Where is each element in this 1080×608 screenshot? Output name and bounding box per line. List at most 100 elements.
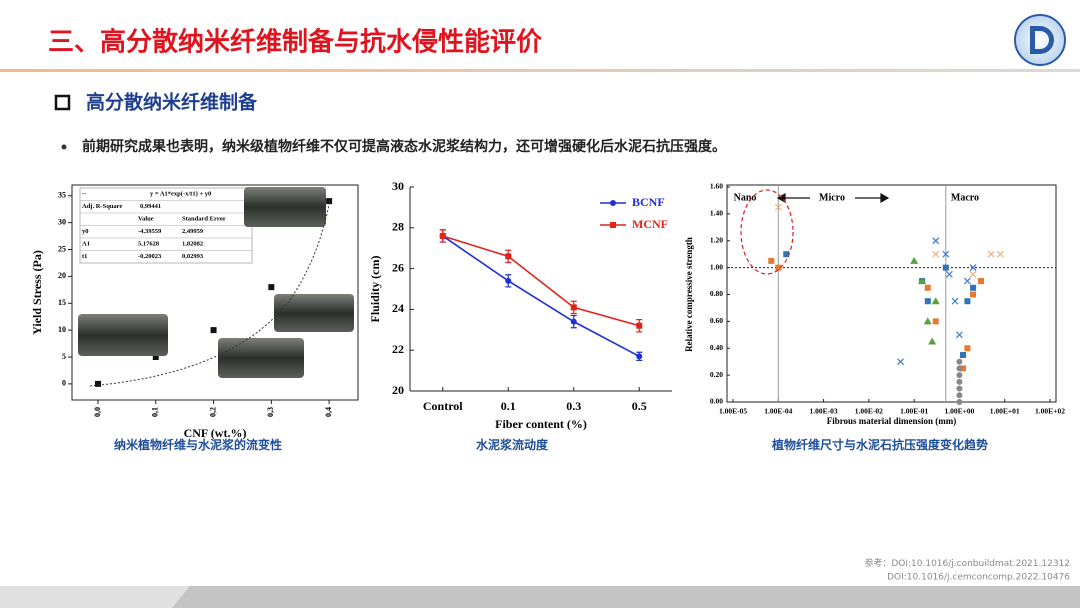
table-cell: y0 (82, 228, 89, 235)
y-tick-label: 30 (58, 217, 66, 226)
y-tick-label: 1.20 (710, 235, 723, 244)
x-tick-label: 0,2 (208, 407, 217, 417)
point (951, 297, 959, 305)
x-tick-label: 0,3 (266, 407, 275, 417)
chart-caption: 纳米植物纤维与水泥浆的流变性 (114, 437, 282, 452)
point (942, 264, 949, 271)
point (960, 365, 967, 372)
point (955, 331, 963, 339)
point (969, 270, 977, 278)
y-tick-label: 0.00 (710, 397, 723, 406)
y-tick-label: 1.00 (710, 262, 723, 271)
x-tick-label: 0,0 (93, 407, 102, 417)
point (956, 385, 963, 392)
chart-caption: 水泥浆流动度 (476, 437, 549, 452)
reference-label: 参考： (864, 557, 891, 569)
y-tick-label: 0.20 (710, 370, 723, 379)
y-axis-label: Fluidity (cm) (368, 256, 382, 323)
table-cell: 1,82082 (182, 241, 203, 248)
point (932, 318, 939, 325)
table-cell: Adj. R-Square (82, 203, 122, 210)
point (928, 337, 937, 345)
point (963, 277, 971, 285)
table-cell: 0,02993 (182, 253, 204, 260)
y-tick-label: 0.60 (710, 316, 723, 325)
table-cell: Value (138, 216, 154, 223)
point (570, 318, 577, 325)
y-tick-label: 20 (392, 383, 404, 397)
x-tick-label: Control (423, 399, 463, 413)
y-tick-label: 0.40 (710, 343, 723, 352)
table-cell: Standard Error (182, 216, 226, 223)
y-tick-label: 24 (392, 301, 404, 315)
x-axis-label: CNF (wt.%) (184, 426, 247, 440)
y-tick-label: 5 (62, 352, 66, 361)
fit-curve (89, 199, 331, 387)
y-tick-label: 20 (58, 271, 66, 280)
x-tick-label: 1.00E+02 (1035, 407, 1065, 416)
point (570, 304, 577, 311)
point (910, 256, 919, 264)
point (505, 277, 512, 284)
point (918, 277, 927, 285)
point (768, 257, 775, 264)
y-axis-label: Yield Stress (Pa) (30, 250, 44, 335)
x-tick-label: 1.00E-01 (900, 407, 928, 416)
series-line (442, 235, 640, 327)
point (775, 264, 782, 271)
point (636, 322, 643, 329)
point (924, 298, 931, 305)
y-tick-label: 0.80 (710, 289, 723, 298)
logo (1014, 14, 1066, 66)
point (923, 317, 932, 325)
y-tick-label: 22 (392, 342, 404, 356)
y-tick-label: 25 (58, 244, 66, 253)
point (931, 297, 940, 305)
region-label: Nano (734, 192, 757, 203)
point (956, 372, 963, 379)
footer-bar (0, 586, 1080, 608)
x-axis-label: Fibrous material dimension (mm) (827, 416, 957, 426)
point (152, 354, 159, 360)
point (987, 250, 995, 258)
series-line (442, 235, 640, 358)
region-label: Micro (819, 192, 845, 203)
point (897, 358, 904, 366)
y-axis-label: Relative compressive strength (684, 237, 694, 352)
point (774, 203, 782, 211)
reference-line: 参考：DOI:10.1016/j.conbuildmat.2021.12312 (864, 557, 1070, 569)
header-rule (0, 69, 1080, 72)
point (964, 298, 971, 305)
y-tick-label: 26 (392, 260, 404, 274)
table-cell: -4,39559 (138, 228, 162, 235)
point (924, 284, 931, 291)
y-tick-label: 15 (58, 298, 66, 307)
region-label: Macro (951, 192, 979, 203)
reference: DOI:10.1016/j.cemconcomp.2022.10476 (887, 573, 1070, 583)
footer-accent (0, 586, 190, 608)
bullet-dot (61, 144, 67, 150)
y-tick-label: 30 (392, 179, 404, 193)
plot-frame (71, 184, 359, 401)
y-tick-label: 1.60 (710, 182, 723, 191)
table-cell: 2,49959 (182, 228, 204, 235)
photos (78, 187, 354, 378)
x-tick-label: 0,4 (324, 407, 333, 417)
x-tick-label: 0,1 (151, 407, 160, 417)
point (956, 378, 963, 385)
region-arrows (740, 189, 890, 275)
x-tick-label: 0.5 (632, 399, 647, 413)
charts: 0 5 10 15 20 25 30 35 0,0 0,1 0,2 0,3 0,4 CNF (wt.%) Y… (30, 179, 1065, 452)
y-tick-label: 10 (58, 325, 66, 334)
point (956, 399, 963, 405)
point (783, 251, 790, 258)
point (932, 250, 940, 258)
table-cell: -- (82, 191, 86, 198)
point (505, 253, 512, 260)
point (970, 291, 977, 298)
point (996, 250, 1004, 258)
table-cell: 0,99441 (140, 203, 161, 210)
table-cell: t1 (82, 253, 87, 260)
